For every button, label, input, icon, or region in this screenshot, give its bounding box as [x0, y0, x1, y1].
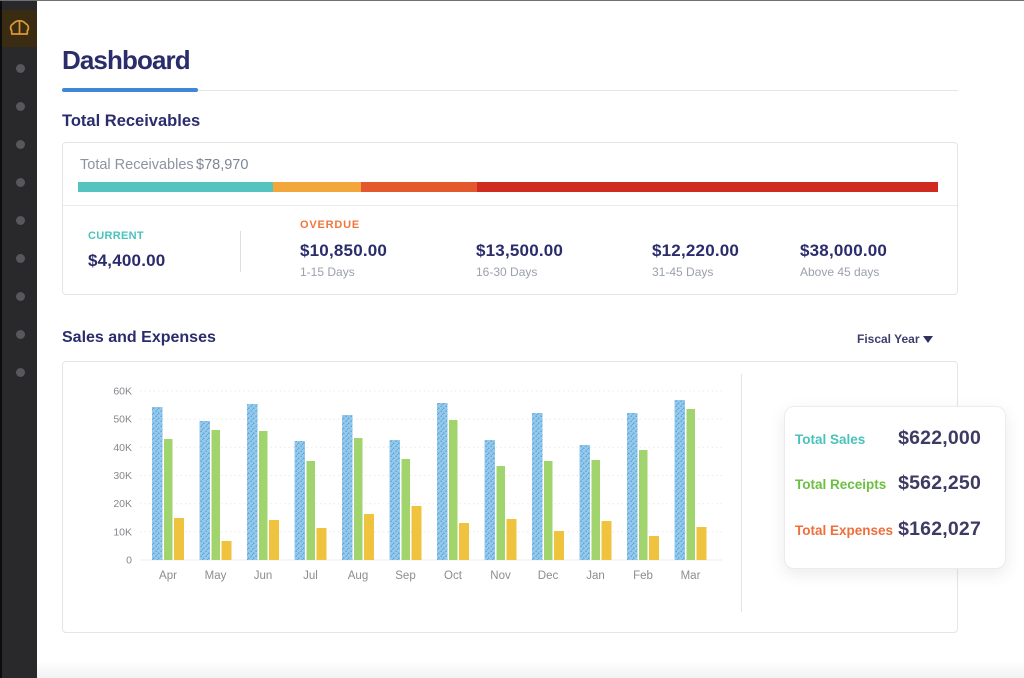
svg-text:Jun: Jun	[254, 570, 273, 582]
svg-text:Aug: Aug	[348, 570, 368, 582]
svg-text:Jul: Jul	[303, 570, 318, 582]
svg-text:May: May	[205, 570, 227, 582]
svg-text:Jan: Jan	[586, 570, 605, 582]
svg-text:30K: 30K	[113, 470, 132, 482]
svg-text:Sep: Sep	[395, 570, 415, 582]
svg-text:10K: 10K	[113, 526, 132, 538]
svg-text:0: 0	[126, 555, 132, 567]
svg-text:Dec: Dec	[538, 570, 559, 582]
svg-text:Feb: Feb	[633, 570, 653, 582]
svg-text:20K: 20K	[113, 498, 132, 510]
svg-text:Nov: Nov	[490, 570, 511, 582]
svg-text:40K: 40K	[113, 442, 132, 454]
svg-text:50K: 50K	[113, 414, 132, 426]
svg-text:Mar: Mar	[681, 570, 701, 582]
svg-text:60K: 60K	[113, 386, 132, 398]
svg-text:Apr: Apr	[159, 570, 177, 582]
svg-text:Oct: Oct	[444, 570, 463, 582]
